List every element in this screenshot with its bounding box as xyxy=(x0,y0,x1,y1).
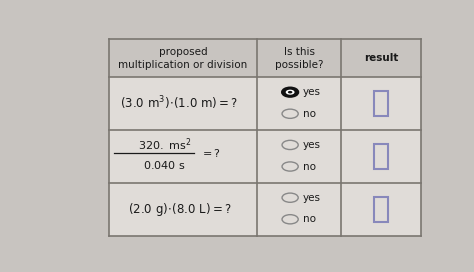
Bar xyxy=(374,197,388,222)
Text: $\left(3.0\ \mathrm{m}^3\right)\!\cdot\!\left(1.0\ \mathrm{m}\right) = ?$: $\left(3.0\ \mathrm{m}^3\right)\!\cdot\!… xyxy=(120,95,238,113)
Text: no: no xyxy=(302,109,316,119)
Text: yes: yes xyxy=(302,140,320,150)
Bar xyxy=(374,91,388,116)
Text: $320.\ \mathrm{ms}^2$: $320.\ \mathrm{ms}^2$ xyxy=(138,137,191,153)
Text: $0.040\ \mathrm{s}$: $0.040\ \mathrm{s}$ xyxy=(143,159,186,171)
Bar xyxy=(341,39,421,77)
Bar xyxy=(257,77,341,130)
Circle shape xyxy=(288,91,292,94)
Text: proposed
multiplication or division: proposed multiplication or division xyxy=(118,47,247,70)
Bar xyxy=(109,77,257,130)
Bar xyxy=(341,130,421,183)
Bar xyxy=(341,183,421,236)
Text: no: no xyxy=(302,162,316,172)
Circle shape xyxy=(282,88,298,97)
Text: $\left(2.0\ \mathrm{g}\right)\!\cdot\!\left(8.0\ \mathrm{L}\right) = ?$: $\left(2.0\ \mathrm{g}\right)\!\cdot\!\l… xyxy=(128,201,231,218)
Text: yes: yes xyxy=(302,193,320,203)
Bar xyxy=(374,144,388,169)
Bar xyxy=(257,39,341,77)
Text: Is this
possible?: Is this possible? xyxy=(275,47,324,70)
Bar xyxy=(109,183,257,236)
Bar xyxy=(109,39,257,77)
Text: result: result xyxy=(364,53,399,63)
Text: yes: yes xyxy=(302,87,320,97)
Bar xyxy=(257,183,341,236)
Bar xyxy=(109,130,257,183)
Bar xyxy=(341,77,421,130)
Text: $= ?$: $= ?$ xyxy=(200,147,220,159)
Bar xyxy=(257,130,341,183)
Text: no: no xyxy=(302,214,316,224)
Circle shape xyxy=(286,90,294,95)
